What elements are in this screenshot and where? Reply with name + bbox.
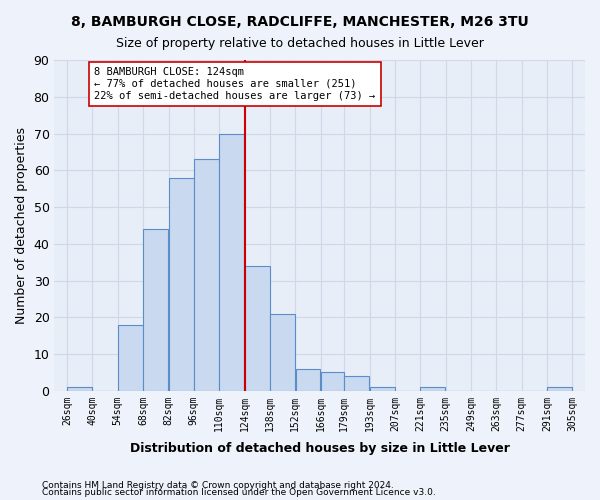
Bar <box>143 229 168 391</box>
Bar <box>421 387 445 391</box>
Bar <box>245 266 269 391</box>
Bar <box>296 368 320 391</box>
Text: Size of property relative to detached houses in Little Lever: Size of property relative to detached ho… <box>116 38 484 51</box>
Text: Contains public sector information licensed under the Open Government Licence v3: Contains public sector information licen… <box>42 488 436 497</box>
Bar <box>194 159 219 391</box>
Bar <box>67 387 92 391</box>
Bar <box>270 314 295 391</box>
Text: Contains HM Land Registry data © Crown copyright and database right 2024.: Contains HM Land Registry data © Crown c… <box>42 480 394 490</box>
Bar <box>220 134 244 391</box>
Bar <box>118 324 143 391</box>
Text: 8, BAMBURGH CLOSE, RADCLIFFE, MANCHESTER, M26 3TU: 8, BAMBURGH CLOSE, RADCLIFFE, MANCHESTER… <box>71 15 529 29</box>
Bar <box>547 387 572 391</box>
Y-axis label: Number of detached properties: Number of detached properties <box>15 127 28 324</box>
Text: 8 BAMBURGH CLOSE: 124sqm
← 77% of detached houses are smaller (251)
22% of semi-: 8 BAMBURGH CLOSE: 124sqm ← 77% of detach… <box>94 68 376 100</box>
Bar <box>344 376 369 391</box>
Bar <box>370 387 395 391</box>
X-axis label: Distribution of detached houses by size in Little Lever: Distribution of detached houses by size … <box>130 442 509 455</box>
Bar <box>169 178 194 391</box>
Bar <box>321 372 344 391</box>
